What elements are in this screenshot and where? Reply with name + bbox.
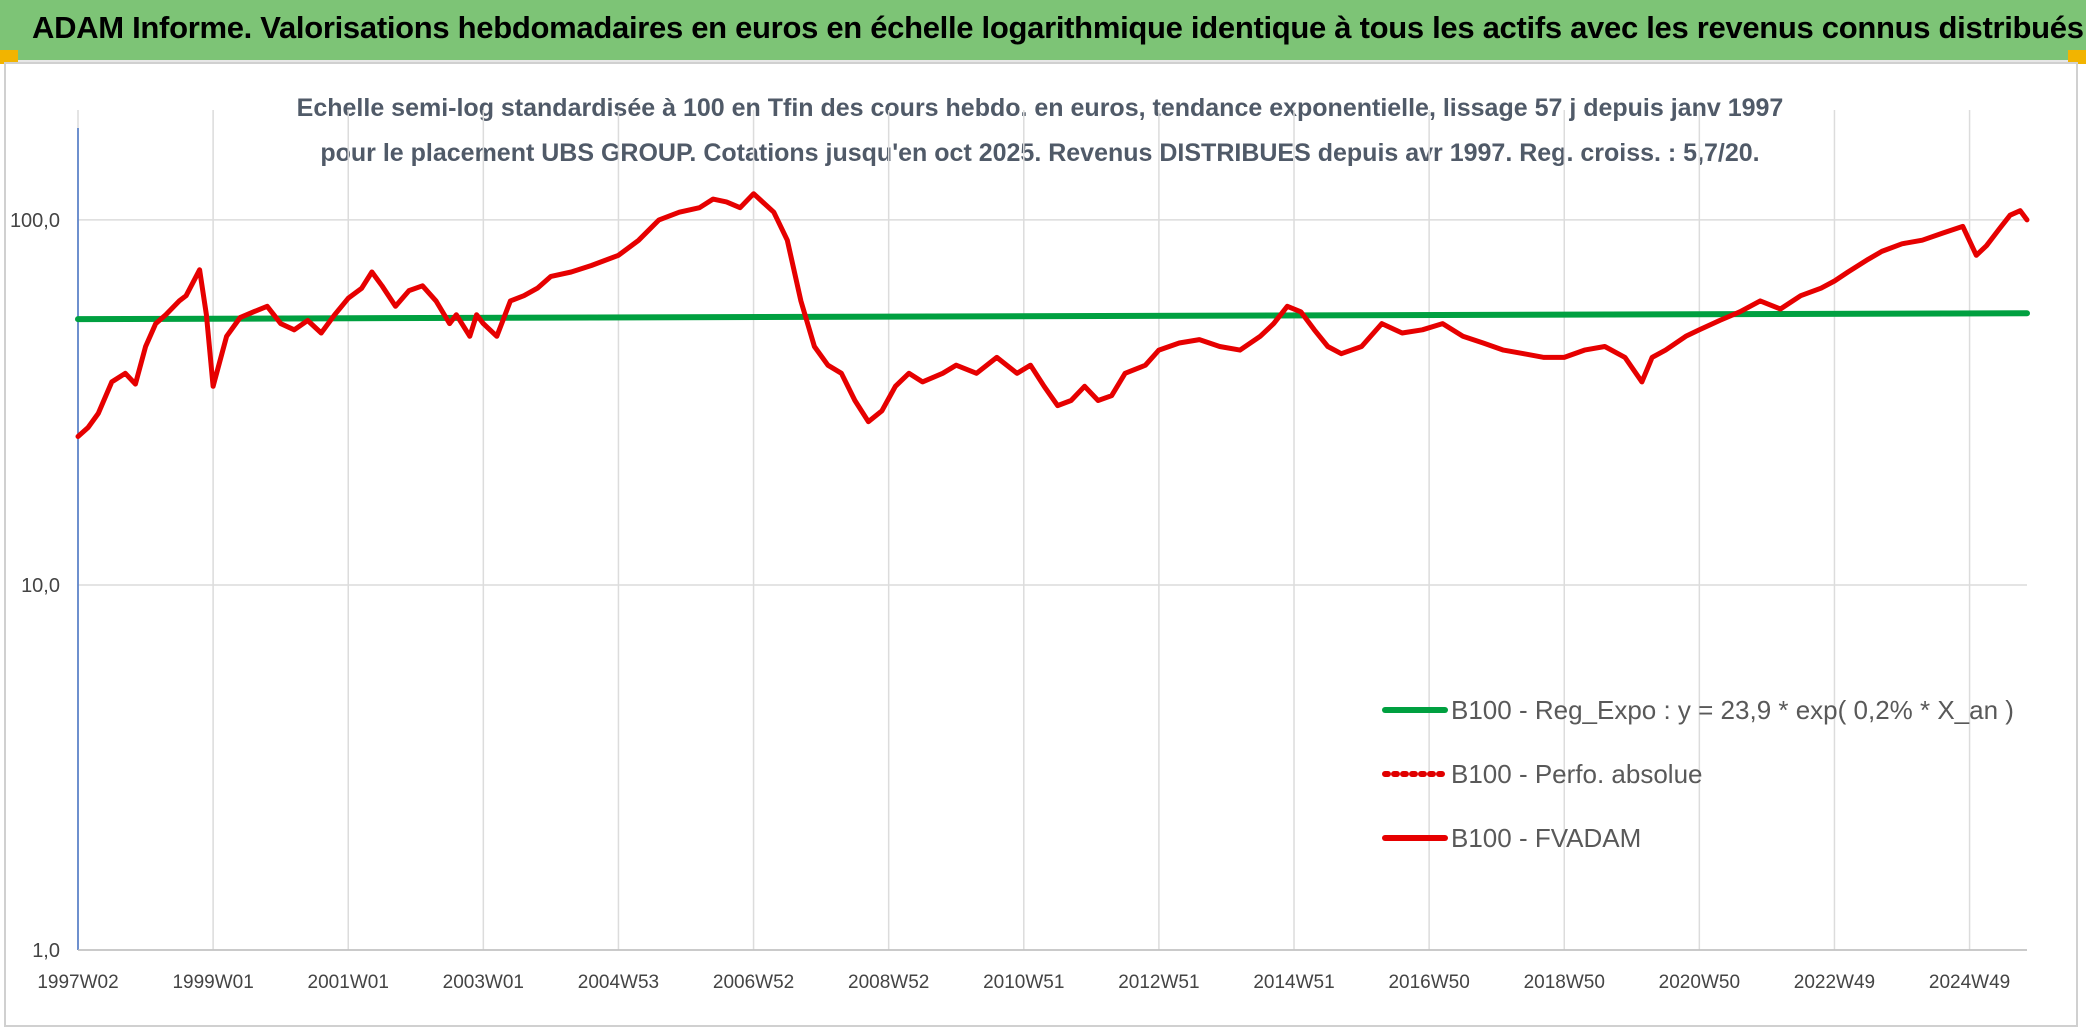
- y-tick-label: 1,0: [32, 940, 60, 962]
- series-lines: [75, 191, 2030, 439]
- series-line-0: [75, 310, 2030, 323]
- x-tick-label: 1997W02: [37, 972, 118, 993]
- chart-frame: [4, 62, 2078, 1027]
- x-tick-label: 2006W52: [713, 972, 794, 993]
- axes: [77, 128, 2027, 951]
- series-line-2: [75, 191, 2030, 439]
- x-tick-label: 2004W53: [578, 972, 659, 993]
- banner-title: ADAM Informe. Valorisations hebdomadaire…: [32, 10, 2084, 45]
- y-tick-label: 100,0: [10, 210, 60, 232]
- x-tick-label: 2010W51: [983, 972, 1064, 993]
- legend-label-2: B100 - FVADAM: [1451, 823, 1641, 853]
- x-tick-label: 2022W49: [1794, 972, 1875, 993]
- chart-title: Echelle semi-log standardisée à 100 en T…: [296, 94, 1784, 167]
- header-banner: ADAM Informe. Valorisations hebdomadaire…: [0, 0, 2086, 62]
- corner-marker-right: [2068, 50, 2086, 64]
- x-tick-label: 2012W51: [1118, 972, 1199, 993]
- x-tick-label: 2001W01: [308, 972, 389, 993]
- grid-lines: [77, 110, 2027, 951]
- x-tick-label: 2003W01: [443, 972, 524, 993]
- x-tick-label: 2016W50: [1388, 972, 1469, 993]
- y-tick-label: 10,0: [21, 575, 60, 597]
- x-tick-label: 2024W49: [1929, 972, 2010, 993]
- x-tick-label: 2014W51: [1253, 972, 1334, 993]
- legend-label-1: B100 - Perfo. absolue: [1451, 759, 1703, 789]
- legend: B100 - Reg_Expo : y = 23,9 * exp( 0,2% *…: [1382, 695, 2014, 853]
- x-tick-label: 2020W50: [1659, 972, 1740, 993]
- x-tick-label: 1999W01: [172, 972, 253, 993]
- legend-label-0: B100 - Reg_Expo : y = 23,9 * exp( 0,2% *…: [1451, 695, 2014, 725]
- x-tick-label: 2018W50: [1524, 972, 1605, 993]
- tick-labels: 1997W02 1999W01 2001W01 2003W01 2004W53 2006W…: [10, 210, 2010, 993]
- x-tick-label: 2008W52: [848, 972, 929, 993]
- corner-marker-left: [0, 50, 18, 64]
